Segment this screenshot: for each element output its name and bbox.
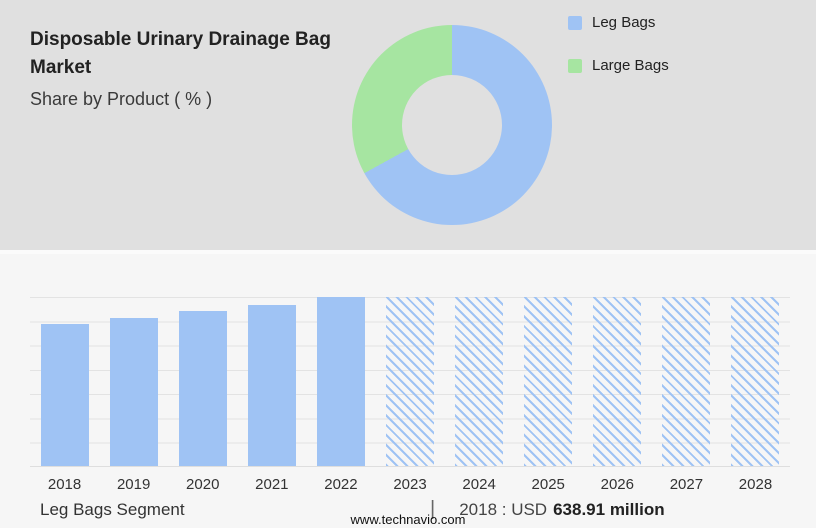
bar-2018 (40, 323, 89, 466)
x-axis-label-2019: 2019 (116, 476, 151, 493)
x-axis-label-2027: 2027 (669, 476, 704, 493)
x-axis-label-2021: 2021 (255, 476, 289, 493)
bar-slot (514, 297, 583, 466)
legend-label: Large Bags (592, 57, 669, 74)
bar-2021 (247, 305, 296, 466)
bar-slot (721, 297, 790, 466)
forecast-bar-2024 (455, 297, 504, 466)
bar-slot (445, 297, 514, 466)
bar-2022 (316, 297, 365, 466)
bar-chart-labels: 2018 2019 2020 2021 2022 2023 2024 2025 2026 2027… (30, 476, 790, 493)
bar-slot (652, 297, 721, 466)
bar-slot (30, 297, 99, 466)
legend-label: Leg Bags (592, 14, 656, 31)
forecast-bar-2027 (662, 297, 711, 466)
x-axis-label-2018: 2018 (47, 476, 82, 493)
segment-label: Leg Bags Segment (40, 500, 185, 519)
x-axis-label-2023: 2023 (393, 476, 427, 493)
title-block: Disposable Urinary Drainage Bag Market S… (30, 26, 340, 110)
stat-value: 638.91 million (553, 499, 665, 519)
stat-divider: | (430, 498, 436, 520)
bar-slot (583, 297, 652, 466)
page-title: Disposable Urinary Drainage Bag Market (30, 29, 331, 78)
bar-slot (99, 297, 168, 466)
header-section: Disposable Urinary Drainage Bag Market S… (0, 0, 816, 250)
bar-chart-bars (30, 297, 790, 466)
bar-slot (237, 297, 306, 466)
page-subtitle: Share by Product ( % ) (30, 89, 213, 110)
donut-chart (352, 25, 552, 225)
forecast-bar-2026 (593, 297, 642, 466)
x-axis-label-2020: 2020 (186, 476, 220, 493)
x-axis-label-2022: 2022 (324, 476, 358, 493)
x-axis-label-2024: 2024 (462, 476, 496, 493)
forecast-bar-2028 (731, 297, 780, 466)
forecast-bar-2025 (524, 297, 573, 466)
bar-slot (375, 297, 444, 466)
site-link: www.technavio.com (350, 512, 466, 527)
stat-block: | 2018 : USD 638.91 million (430, 498, 665, 521)
bar-chart-section: 2018 2019 2020 2021 2022 2023 2024 2025 2026 2027… (0, 250, 816, 528)
bar-chart (30, 297, 790, 467)
footer-row: Leg Bags Segment | 2018 : USD 638.91 mil… (40, 498, 786, 524)
legend-swatch-icon (568, 15, 582, 30)
bar-2020 (178, 311, 227, 466)
legend-swatch-icon (568, 58, 582, 73)
x-axis-label-2025: 2025 (531, 476, 565, 493)
x-axis-label-2028: 2028 (738, 476, 773, 493)
chart-legend: Leg Bags Large Bags (568, 14, 669, 100)
bar-slot (168, 297, 237, 466)
stat-prefix: 2018 : USD (459, 499, 548, 519)
forecast-bar-2023 (386, 297, 435, 466)
legend-item-large-bags: Large Bags (568, 57, 669, 74)
x-axis-label-2026: 2026 (600, 476, 634, 493)
bar-slot (306, 297, 375, 466)
bar-2019 (109, 317, 158, 466)
legend-item-leg-bags: Leg Bags (568, 14, 669, 31)
donut-hole (402, 75, 502, 175)
